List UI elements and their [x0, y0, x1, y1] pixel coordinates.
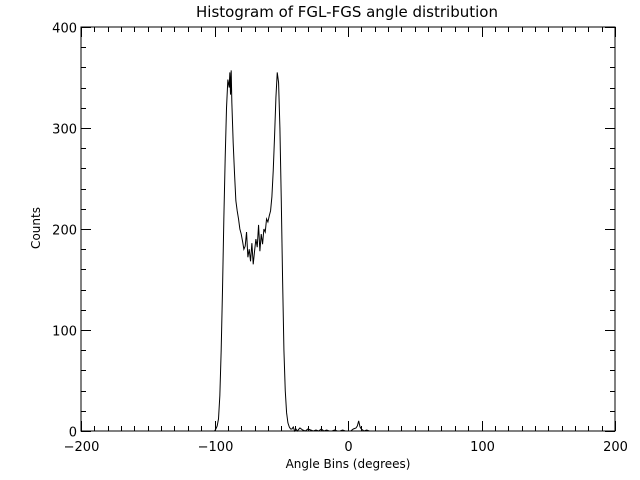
plot-frame [80, 26, 616, 432]
y-tick-label: 0 [69, 426, 77, 441]
axis-ticks [81, 27, 616, 432]
tick-labels: −200 −100 0 100 200 0 100 200 300 400 [52, 22, 628, 456]
x-tick-label: −200 [64, 440, 100, 455]
x-tick-label: −100 [198, 440, 234, 455]
x-axis-title: Angle Bins (degrees) [286, 457, 411, 471]
x-tick-label: 200 [603, 440, 628, 455]
x-tick-label: 100 [470, 440, 495, 455]
x-tick-label: 0 [344, 440, 352, 455]
chart-title: Histogram of FGL-FGS angle distribution [196, 3, 498, 21]
y-tick-label: 100 [52, 325, 77, 340]
series-line [81, 70, 615, 433]
y-tick-label: 200 [52, 224, 77, 239]
y-tick-label: 400 [52, 22, 77, 37]
y-axis-title: Counts [29, 207, 43, 249]
y-tick-label: 300 [52, 123, 77, 138]
